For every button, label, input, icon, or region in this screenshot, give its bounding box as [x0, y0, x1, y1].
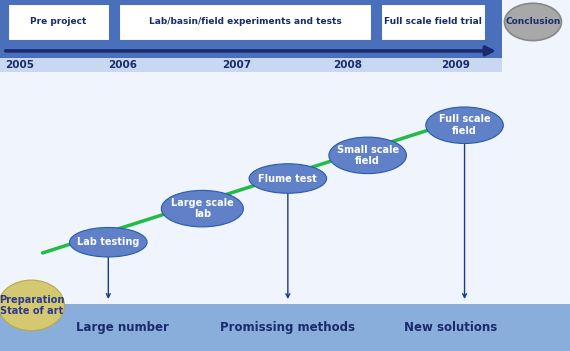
Ellipse shape [504, 3, 561, 41]
Ellipse shape [426, 107, 503, 144]
Text: 2007: 2007 [222, 60, 251, 70]
Text: 2009: 2009 [442, 60, 470, 70]
Ellipse shape [329, 137, 406, 174]
FancyBboxPatch shape [381, 4, 485, 40]
Text: 2005: 2005 [6, 60, 34, 70]
FancyBboxPatch shape [0, 0, 502, 44]
Text: Lab/basin/field experiments and tests: Lab/basin/field experiments and tests [149, 18, 341, 26]
FancyBboxPatch shape [119, 4, 371, 40]
Text: Pre project: Pre project [30, 18, 87, 26]
FancyBboxPatch shape [8, 4, 109, 40]
Text: Large scale
lab: Large scale lab [171, 198, 234, 219]
Text: Large number: Large number [76, 321, 169, 334]
Text: 2006: 2006 [108, 60, 137, 70]
Text: Conclusion: Conclusion [505, 18, 561, 26]
Text: Small scale
field: Small scale field [337, 145, 398, 166]
Ellipse shape [0, 280, 64, 331]
Text: 2008: 2008 [333, 60, 362, 70]
Text: Full scale
field: Full scale field [439, 114, 490, 136]
Text: Promissing methods: Promissing methods [221, 321, 355, 334]
Text: Lab testing: Lab testing [77, 237, 140, 247]
FancyBboxPatch shape [0, 58, 502, 72]
Ellipse shape [70, 227, 147, 257]
FancyBboxPatch shape [0, 304, 570, 351]
Text: Flume test: Flume test [258, 173, 317, 184]
Text: Full scale field trial: Full scale field trial [384, 18, 482, 26]
Text: New solutions: New solutions [404, 321, 497, 334]
Text: Preparation
State of art: Preparation State of art [0, 294, 64, 316]
Ellipse shape [249, 164, 327, 193]
Ellipse shape [161, 190, 243, 227]
FancyBboxPatch shape [0, 44, 502, 58]
